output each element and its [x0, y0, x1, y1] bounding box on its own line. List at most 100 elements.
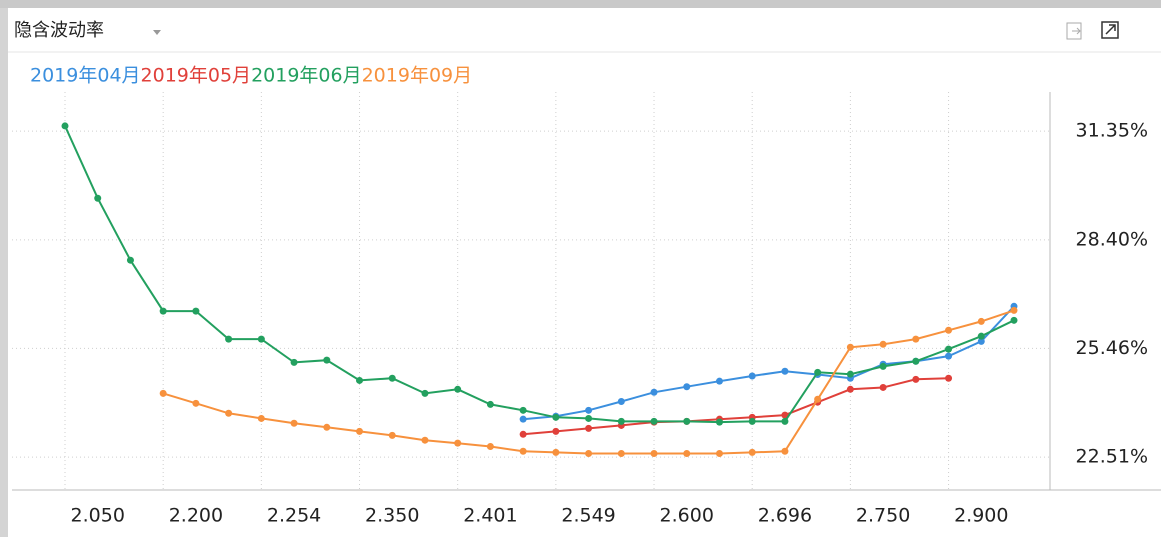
data-point — [715, 377, 723, 385]
data-point — [650, 449, 658, 457]
data-point — [781, 417, 789, 425]
expand-icon-arrow — [1105, 24, 1116, 35]
data-point — [454, 385, 462, 393]
data-point — [1010, 316, 1018, 324]
data-point — [977, 337, 985, 345]
data-point — [257, 414, 265, 422]
data-point — [585, 406, 593, 414]
y-tick-label: 31.35% — [1076, 120, 1148, 142]
data-point — [356, 376, 364, 384]
data-point — [814, 395, 822, 403]
data-point — [683, 449, 691, 457]
data-point — [290, 358, 298, 366]
data-point — [977, 317, 985, 325]
data-point — [617, 397, 625, 405]
data-point — [683, 383, 691, 391]
x-tick-label: 2.350 — [365, 505, 419, 527]
data-point — [945, 352, 953, 360]
data-point — [748, 448, 756, 456]
data-point — [126, 256, 134, 264]
data-point — [323, 423, 331, 431]
data-point — [388, 431, 396, 439]
x-tick-label: 2.600 — [660, 505, 714, 527]
panel-title: 隐含波动率 — [14, 20, 104, 41]
data-point — [715, 449, 723, 457]
data-point — [846, 343, 854, 351]
data-point — [94, 194, 102, 202]
x-tick-label: 2.549 — [561, 505, 615, 527]
data-point — [748, 417, 756, 425]
x-tick-label: 2.900 — [954, 505, 1008, 527]
data-point — [879, 383, 887, 391]
data-point — [683, 417, 691, 425]
data-point — [486, 400, 494, 408]
data-point — [585, 424, 593, 432]
data-point — [585, 414, 593, 422]
data-point — [945, 326, 953, 334]
left-border — [0, 8, 8, 537]
data-point — [1010, 306, 1018, 314]
export-icon-box — [1066, 22, 1082, 40]
data-point — [421, 436, 429, 444]
export-icon-arrow — [1072, 27, 1081, 35]
data-point — [945, 374, 953, 382]
legend-entry: 2019年09月 — [362, 65, 473, 87]
data-point — [356, 427, 364, 435]
data-point — [715, 418, 723, 426]
data-point — [421, 389, 429, 397]
legend: 2019年04月 2019年05月 2019年06月 2019年09月 — [30, 65, 472, 87]
data-point — [846, 370, 854, 378]
y-tick-label: 22.51% — [1076, 446, 1148, 468]
expand-icon-box — [1101, 21, 1119, 39]
data-point — [552, 427, 560, 435]
data-point — [552, 413, 560, 421]
legend-entry: 2019年04月 — [30, 65, 141, 87]
legend-entry: 2019年06月 — [251, 65, 362, 87]
data-point — [61, 122, 69, 130]
data-point — [781, 367, 789, 375]
expand-icon[interactable] — [1101, 21, 1119, 39]
data-point — [748, 372, 756, 380]
header — [8, 8, 1161, 52]
x-tick-label: 2.050 — [71, 505, 125, 527]
data-point — [519, 447, 527, 455]
dropdown-arrow[interactable] — [153, 30, 161, 35]
y-tick-label: 28.40% — [1076, 228, 1148, 250]
data-point — [225, 409, 233, 417]
data-point — [945, 345, 953, 353]
data-point — [977, 332, 985, 340]
legend-entry: 2019年05月 — [141, 65, 252, 87]
data-point — [290, 419, 298, 427]
data-point — [617, 449, 625, 457]
series-line — [64, 125, 1015, 424]
data-point — [879, 362, 887, 370]
x-tick-label: 2.696 — [758, 505, 812, 527]
data-point — [257, 335, 265, 343]
data-point — [192, 307, 200, 315]
data-point — [388, 374, 396, 382]
data-point — [814, 368, 822, 376]
top-bar — [0, 0, 1161, 8]
x-tick-label: 2.750 — [856, 505, 910, 527]
data-point — [486, 442, 494, 450]
x-tick-label: 2.401 — [463, 505, 517, 527]
data-point — [912, 357, 920, 365]
data-point — [781, 447, 789, 455]
data-point — [159, 389, 167, 397]
x-tick-label: 2.200 — [169, 505, 223, 527]
data-point — [585, 449, 593, 457]
y-tick-label: 25.46% — [1076, 337, 1148, 359]
data-point — [617, 417, 625, 425]
data-point — [552, 448, 560, 456]
data-point — [650, 388, 658, 396]
series-line — [162, 309, 1015, 455]
data-point — [650, 417, 658, 425]
series-line — [523, 377, 949, 436]
export-icon[interactable] — [1066, 22, 1082, 40]
x-tick-label: 2.254 — [267, 505, 321, 527]
series-line — [523, 305, 1015, 421]
data-point — [846, 385, 854, 393]
data-point — [519, 406, 527, 414]
data-point — [519, 415, 527, 423]
data-point — [879, 340, 887, 348]
